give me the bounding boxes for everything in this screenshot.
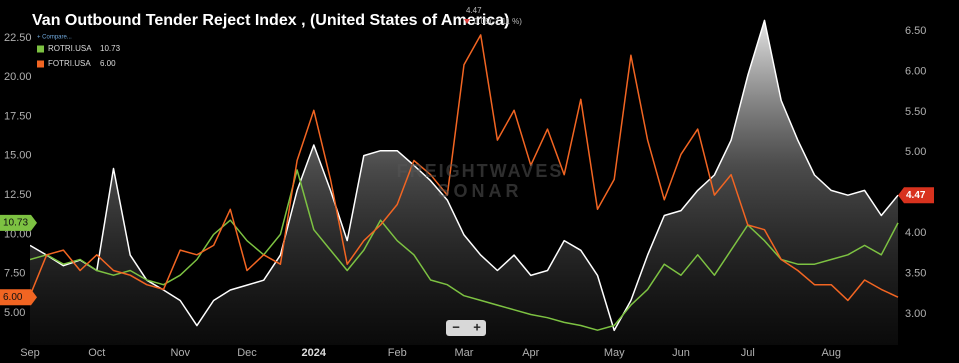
x-tick-label: Jul bbox=[741, 347, 755, 359]
y2-tick-label: 5.50 bbox=[905, 106, 926, 118]
x-tick-label: Mar bbox=[455, 347, 474, 359]
x-tick-label: Jun bbox=[672, 347, 690, 359]
value-badge-label: 4.47 bbox=[906, 190, 926, 201]
y-tick-label: 5.00 bbox=[4, 307, 25, 319]
value-badge-label: 6.00 bbox=[3, 292, 23, 303]
chart-title: Van Outbound Tender Reject Index , (Unit… bbox=[32, 12, 509, 29]
x-tick-label: Dec bbox=[237, 347, 257, 359]
zoom-in[interactable]: + bbox=[473, 319, 481, 334]
x-tick-label: Aug bbox=[821, 347, 841, 359]
y-tick-label: 15.00 bbox=[4, 150, 32, 162]
area bbox=[30, 20, 898, 345]
legend-value: 10.73 bbox=[100, 44, 121, 53]
y-tick-label: 22.50 bbox=[4, 32, 32, 44]
zoom-controls: − + bbox=[446, 319, 486, 336]
series-line bbox=[30, 169, 899, 331]
x-tick-label: Feb bbox=[388, 347, 407, 359]
legend-swatch bbox=[37, 45, 44, 53]
watermark: SONAR bbox=[437, 181, 522, 201]
value-badge bbox=[0, 214, 37, 231]
plot-area bbox=[30, 19, 899, 345]
y2-tick-label: 4.00 bbox=[905, 227, 926, 239]
y-tick-label: 17.50 bbox=[4, 110, 32, 122]
y2-tick-label: 5.00 bbox=[905, 146, 926, 158]
value-badge bbox=[0, 289, 37, 306]
header-change: 0.05(-1.11 %) bbox=[474, 17, 522, 26]
y-tick-label: 20.00 bbox=[4, 71, 32, 83]
down-arrow bbox=[464, 19, 470, 24]
x-tick-label: May bbox=[604, 347, 625, 359]
legend-label: ROTRI.USA bbox=[48, 44, 92, 53]
x-tick-label: Nov bbox=[170, 347, 190, 359]
y2-tick-label: 6.00 bbox=[905, 65, 926, 77]
legend-swatch bbox=[37, 60, 44, 68]
compare-link[interactable]: + Compare... bbox=[37, 35, 72, 41]
series-line bbox=[30, 34, 899, 302]
watermark: FREIGHTWAVES bbox=[397, 161, 564, 181]
legend-label: FOTRI.USA bbox=[48, 59, 91, 68]
x-tick-label: Apr bbox=[522, 347, 539, 359]
value-badge-label: 10.73 bbox=[3, 218, 28, 229]
y-tick-label: 10.00 bbox=[4, 228, 32, 240]
y-tick-label: 7.50 bbox=[4, 268, 25, 280]
x-tick-label: Oct bbox=[88, 347, 105, 359]
y2-tick-label: 3.00 bbox=[905, 308, 926, 320]
legend-value: 6.00 bbox=[100, 59, 116, 68]
zoom-box bbox=[446, 320, 486, 336]
y2-tick-label: 3.50 bbox=[905, 268, 926, 280]
y2-tick-label: 6.50 bbox=[905, 25, 926, 37]
x-tick-label: Sep bbox=[20, 347, 40, 359]
value-badge bbox=[898, 187, 934, 204]
series-line bbox=[30, 19, 899, 332]
y-tick-label: 12.50 bbox=[4, 189, 32, 201]
x-tick-label: 2024 bbox=[302, 347, 327, 359]
zoom-out[interactable]: − bbox=[452, 319, 460, 334]
header-value: 4.47 bbox=[466, 6, 482, 15]
